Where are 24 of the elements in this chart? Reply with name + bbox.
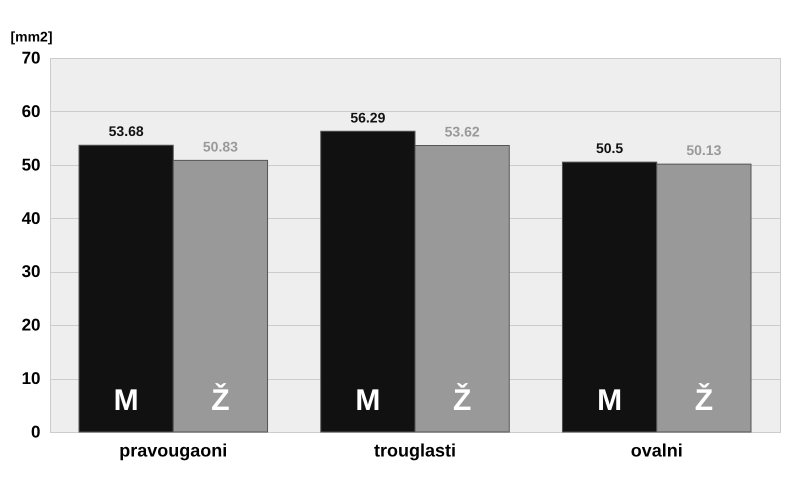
y-axis-title: [mm2] <box>10 28 53 44</box>
data-label: 53.68 <box>108 123 144 140</box>
data-label: 50.13 <box>686 142 722 158</box>
x-tick-label: pravougaoni <box>119 440 228 460</box>
series-label: Ž <box>211 383 230 417</box>
series-label: M <box>114 384 139 417</box>
data-label: 50.83 <box>202 138 238 154</box>
data-label: 56.29 <box>350 109 386 126</box>
text: Ž <box>452 384 472 417</box>
text: Ž <box>694 384 714 417</box>
y-tick-label: 30 <box>22 262 40 282</box>
x-tick-label: trouglasti <box>374 440 456 460</box>
y-tick-label: 50 <box>22 155 40 174</box>
y-tick-label: 0 <box>31 422 40 442</box>
y-tick-label: 10 <box>22 369 40 388</box>
y-tick-label: 70 <box>22 48 40 68</box>
x-tick-label: ovalni <box>630 440 683 460</box>
text: M <box>355 384 380 417</box>
data-label: 53.62 <box>444 124 480 140</box>
text: M <box>597 384 622 417</box>
data-label: 50.5 <box>596 140 624 156</box>
y-tick-label: 20 <box>22 316 40 335</box>
y-tick-label: 40 <box>22 208 40 228</box>
y-tick-label: 60 <box>22 102 40 121</box>
